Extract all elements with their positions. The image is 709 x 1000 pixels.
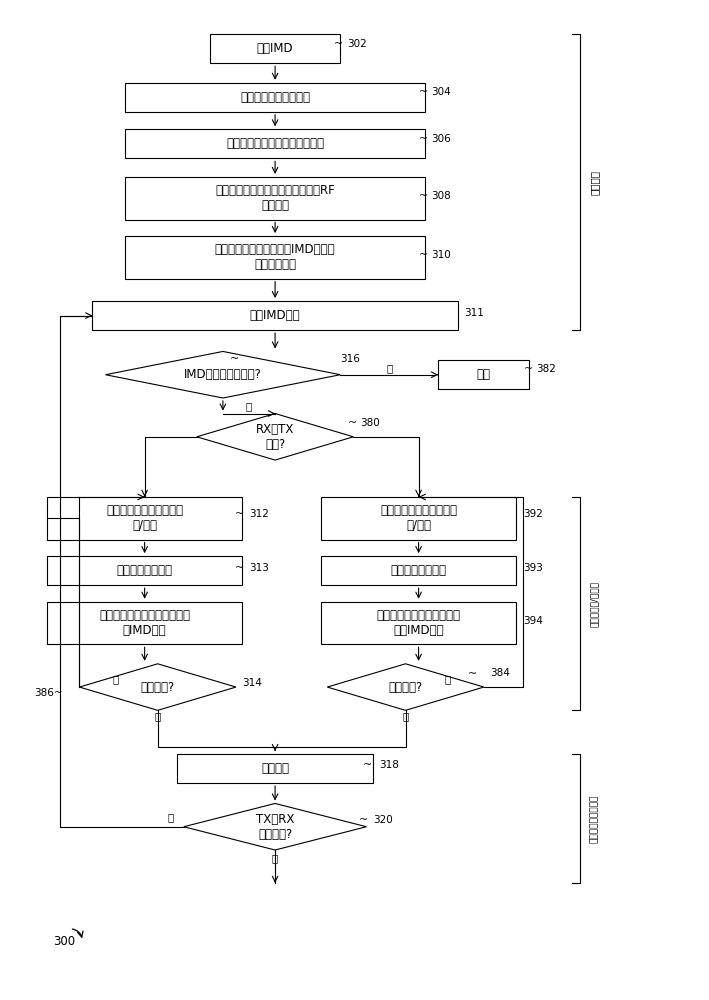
Text: 306: 306 — [432, 134, 452, 144]
Text: ~: ~ — [419, 191, 428, 201]
FancyBboxPatch shape — [320, 556, 516, 585]
Text: ~: ~ — [347, 418, 357, 428]
Text: 测试IMD: 测试IMD — [257, 42, 294, 55]
FancyBboxPatch shape — [210, 34, 340, 63]
FancyBboxPatch shape — [438, 360, 530, 389]
Text: ~: ~ — [419, 250, 428, 260]
Text: 380: 380 — [360, 418, 379, 428]
Text: 是: 是 — [155, 711, 161, 721]
Text: 将一个或多个接收模块耦
合/解耦: 将一个或多个接收模块耦 合/解耦 — [380, 504, 457, 532]
Text: 是: 是 — [272, 853, 278, 863]
Text: 测试构造: 测试构造 — [590, 170, 600, 195]
Text: 生成至少两个测试信号: 生成至少两个测试信号 — [240, 91, 310, 104]
Text: 394: 394 — [523, 616, 543, 626]
Text: 处理从发射模块输出的信号以产生RF
测试信号: 处理从发射模块输出的信号以产生RF 测试信号 — [216, 184, 335, 212]
FancyBboxPatch shape — [177, 754, 373, 783]
Text: 300: 300 — [53, 935, 75, 948]
Text: 排级完成?: 排级完成? — [389, 681, 423, 694]
Text: ~: ~ — [419, 134, 428, 144]
Text: IMD确认或优化完成?: IMD确认或优化完成? — [184, 368, 262, 381]
Text: 393: 393 — [523, 563, 543, 573]
Text: 评价接收器/传输器: 评价接收器/传输器 — [590, 581, 599, 627]
Text: ~: ~ — [230, 354, 239, 364]
Text: 再次应用测试信号: 再次应用测试信号 — [391, 564, 447, 577]
Text: TX或RX
优化完成?: TX或RX 优化完成? — [256, 813, 294, 841]
FancyBboxPatch shape — [125, 236, 425, 279]
Text: 304: 304 — [432, 87, 452, 97]
FancyBboxPatch shape — [125, 83, 425, 112]
Text: 将一个或多个发射模块耦
合/解耦: 将一个或多个发射模块耦 合/解耦 — [106, 504, 183, 532]
Text: 384: 384 — [491, 668, 510, 678]
Text: 确定由于解耦的发射模块引起
的IMD性能: 确定由于解耦的发射模块引起 的IMD性能 — [99, 609, 190, 637]
Text: ~: ~ — [523, 364, 532, 374]
FancyBboxPatch shape — [125, 177, 425, 220]
FancyBboxPatch shape — [92, 301, 458, 330]
Text: 318: 318 — [379, 760, 399, 770]
Text: ~: ~ — [335, 39, 344, 49]
Polygon shape — [197, 414, 353, 460]
Polygon shape — [79, 664, 236, 710]
Text: 382: 382 — [536, 364, 556, 374]
Text: 320: 320 — [373, 815, 393, 825]
Text: 接收器或传输器优化: 接收器或传输器优化 — [590, 794, 599, 843]
Text: 否: 否 — [167, 812, 174, 822]
Text: 再次应用测试信号: 再次应用测试信号 — [117, 564, 172, 577]
Text: 311: 311 — [464, 308, 484, 318]
FancyBboxPatch shape — [125, 129, 425, 158]
FancyBboxPatch shape — [320, 602, 516, 644]
FancyBboxPatch shape — [47, 497, 242, 540]
Text: 316: 316 — [340, 354, 360, 364]
Text: 310: 310 — [432, 250, 452, 260]
Text: 处理落入被确定为易于受IMD影响的
谱带内的信号: 处理落入被确定为易于受IMD影响的 谱带内的信号 — [215, 243, 335, 271]
Text: 确定IMD性能: 确定IMD性能 — [250, 309, 301, 322]
Text: 313: 313 — [249, 563, 269, 573]
Text: 确定由于解耦的接收模块引
起的IMD性能: 确定由于解耦的接收模块引 起的IMD性能 — [376, 609, 461, 637]
Text: ~: ~ — [359, 815, 368, 825]
Text: 392: 392 — [523, 509, 543, 519]
Text: 308: 308 — [432, 191, 452, 201]
Text: 执行优化: 执行优化 — [261, 762, 289, 775]
Text: ~: ~ — [235, 509, 244, 519]
Text: 否: 否 — [112, 674, 118, 684]
Text: ~: ~ — [235, 563, 244, 573]
Polygon shape — [328, 664, 484, 710]
Text: 386~: 386~ — [34, 688, 62, 698]
Text: RX或TX
优化?: RX或TX 优化? — [256, 423, 294, 451]
Text: ~: ~ — [419, 87, 428, 97]
Text: 将测试信号应用于多个发射模块: 将测试信号应用于多个发射模块 — [226, 137, 324, 150]
Text: 是: 是 — [403, 711, 408, 721]
Text: 314: 314 — [242, 678, 262, 688]
Text: 否: 否 — [445, 674, 451, 684]
Text: 312: 312 — [249, 509, 269, 519]
Polygon shape — [106, 351, 340, 398]
Text: 是: 是 — [386, 363, 392, 373]
FancyBboxPatch shape — [47, 602, 242, 644]
Polygon shape — [184, 803, 367, 850]
Text: 排级完成?: 排级完成? — [140, 681, 175, 694]
Text: 结束: 结束 — [477, 368, 491, 381]
Text: ~: ~ — [468, 668, 477, 678]
FancyBboxPatch shape — [320, 497, 516, 540]
Text: 否: 否 — [246, 401, 252, 411]
Text: ~: ~ — [362, 760, 372, 770]
Text: 302: 302 — [347, 39, 367, 49]
FancyBboxPatch shape — [47, 556, 242, 585]
